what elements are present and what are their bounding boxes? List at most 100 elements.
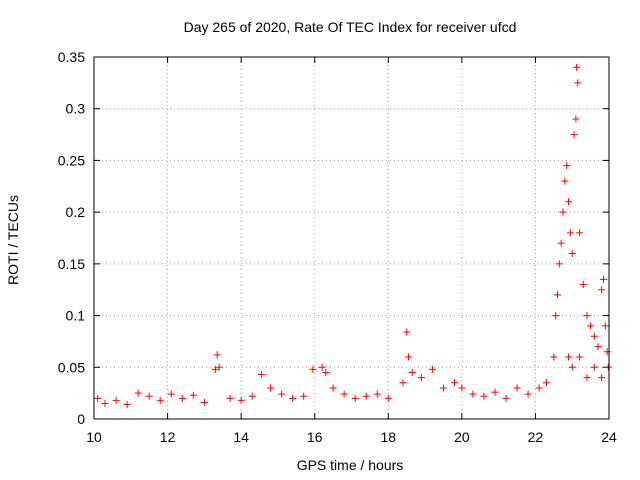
data-point xyxy=(329,384,337,392)
x-tick-label: 18 xyxy=(380,429,396,445)
data-point xyxy=(439,384,447,392)
y-tick-label: 0.05 xyxy=(58,359,85,375)
x-tick-label: 24 xyxy=(601,429,617,445)
y-tick-label: 0.3 xyxy=(66,101,86,117)
data-point xyxy=(237,396,245,404)
y-tick-label: 0.1 xyxy=(66,308,86,324)
data-point xyxy=(123,401,131,409)
data-point xyxy=(555,260,563,268)
data-point xyxy=(248,392,256,400)
data-point xyxy=(134,389,142,397)
data-point xyxy=(599,275,607,283)
data-point xyxy=(568,363,576,371)
data-point xyxy=(373,390,381,398)
chart-title: Day 265 of 2020, Rate Of TEC Index for r… xyxy=(184,19,517,35)
x-tick-label: 22 xyxy=(528,429,544,445)
data-point xyxy=(200,398,208,406)
y-tick-label: 0.35 xyxy=(58,49,85,65)
data-point xyxy=(590,332,598,340)
data-point xyxy=(576,229,584,237)
data-point xyxy=(559,208,567,216)
data-point xyxy=(601,322,609,330)
data-point xyxy=(565,198,573,206)
data-point xyxy=(112,396,120,404)
data-point xyxy=(309,365,317,373)
data-point xyxy=(572,115,580,123)
data-point xyxy=(598,286,606,294)
y-axis-label: ROTI / TECUs xyxy=(5,195,21,285)
data-point xyxy=(428,365,436,373)
x-axis-label: GPS time / hours xyxy=(297,457,404,473)
data-points xyxy=(94,63,612,409)
data-point xyxy=(568,250,576,258)
data-point xyxy=(563,162,571,170)
x-tick-label: 16 xyxy=(307,429,323,445)
data-point xyxy=(552,312,560,320)
data-point xyxy=(594,343,602,351)
data-point xyxy=(542,379,550,387)
data-point xyxy=(189,391,197,399)
data-point xyxy=(579,281,587,289)
data-point xyxy=(587,322,595,330)
data-point xyxy=(226,394,234,402)
data-point xyxy=(399,379,407,387)
data-point xyxy=(451,379,458,387)
data-point xyxy=(178,394,186,402)
data-point xyxy=(604,363,612,371)
y-tick-label: 0.25 xyxy=(58,152,85,168)
data-point xyxy=(278,390,286,398)
data-point xyxy=(574,79,582,87)
data-point xyxy=(583,374,591,382)
data-point xyxy=(524,390,532,398)
data-point xyxy=(167,390,175,398)
data-point xyxy=(458,384,466,392)
data-point xyxy=(101,399,109,407)
data-point xyxy=(590,363,598,371)
data-point xyxy=(156,396,164,404)
data-point xyxy=(257,371,265,379)
data-point xyxy=(570,131,578,139)
data-point xyxy=(300,392,308,400)
data-point xyxy=(598,374,606,382)
data-point xyxy=(535,384,543,392)
axis-ticks: 10 12 14 16 18 20 22 24 0 0.05 0.1 0.15 0.2 0.25 0.3 0.… xyxy=(58,49,617,445)
data-point xyxy=(215,363,223,371)
data-point xyxy=(289,394,297,402)
data-point xyxy=(318,363,326,371)
y-tick-label: 0 xyxy=(77,411,85,427)
x-tick-label: 12 xyxy=(160,429,176,445)
x-tick-label: 10 xyxy=(86,429,102,445)
data-point xyxy=(405,353,413,361)
data-point xyxy=(469,390,477,398)
data-point xyxy=(408,368,416,376)
data-point xyxy=(513,384,521,392)
data-point xyxy=(583,312,591,320)
y-tick-label: 0.15 xyxy=(58,256,85,272)
data-point xyxy=(573,63,581,71)
data-point xyxy=(550,353,558,361)
data-point xyxy=(384,394,392,402)
x-tick-label: 14 xyxy=(233,429,249,445)
data-point xyxy=(351,394,359,402)
plot-frame xyxy=(93,56,610,420)
data-point xyxy=(502,394,510,402)
data-point xyxy=(213,351,221,359)
grid xyxy=(94,57,609,419)
x-tick-label: 20 xyxy=(454,429,470,445)
data-point xyxy=(211,365,219,373)
data-point xyxy=(340,390,348,398)
data-point xyxy=(554,291,561,299)
y-tick-label: 0.2 xyxy=(66,204,86,220)
data-point xyxy=(576,353,584,361)
data-point xyxy=(362,392,370,400)
data-point xyxy=(145,392,153,400)
data-point xyxy=(403,328,411,336)
data-point xyxy=(557,239,565,247)
data-point xyxy=(322,368,330,376)
data-point xyxy=(480,392,488,400)
data-point xyxy=(561,177,569,185)
data-point xyxy=(566,229,574,237)
data-point xyxy=(94,394,102,402)
data-point xyxy=(603,348,611,356)
